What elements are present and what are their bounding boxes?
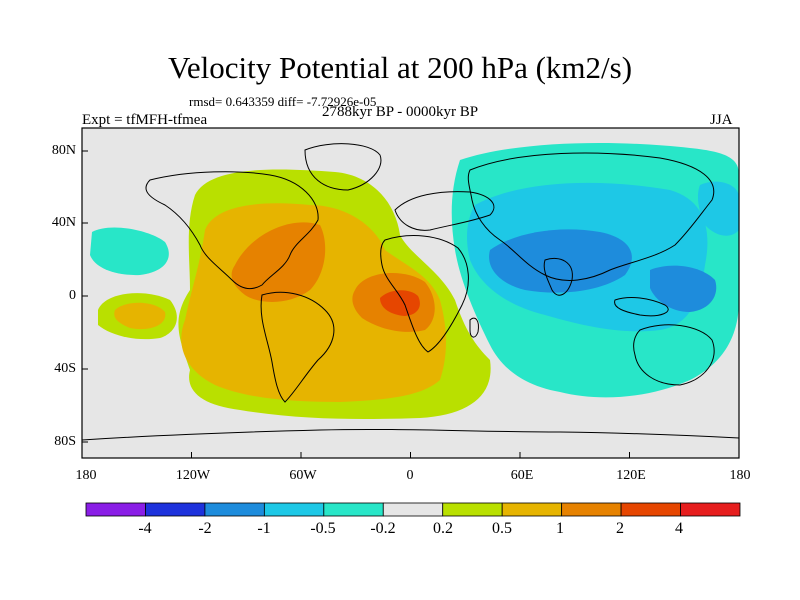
colorbar-label: -0.5 [310, 520, 336, 537]
colorbar-label: 4 [675, 520, 683, 537]
coast-australia [633, 324, 715, 386]
chart-title: Velocity Potential at 200 hPa (km2/s) [167, 50, 633, 85]
contour-negative-1-b [650, 265, 717, 312]
colorbar-label: 0.2 [433, 520, 453, 537]
x-tick-label: 120W [175, 468, 211, 483]
y-tick-label: 0 [69, 288, 76, 303]
coast-madagascar [469, 317, 479, 338]
colorbar-swatch [561, 502, 622, 517]
colorbar [85, 502, 741, 517]
contour-negative-0.5-east [697, 181, 739, 236]
y-tick-label: 80S [54, 434, 76, 449]
colorbar-swatch [204, 502, 265, 517]
colorbar-swatch [263, 502, 325, 517]
coast-indonesia [614, 297, 669, 317]
contour-positive-2 [380, 290, 420, 316]
contour-negative-0.2-west [90, 227, 169, 276]
coastlines [82, 143, 739, 441]
colorbar-label: 1 [556, 520, 564, 537]
coast-india [543, 257, 573, 296]
period-label: 2788kyr BP - 0000kyr BP [322, 104, 479, 120]
colorbar-swatch [442, 502, 503, 517]
colorbar-swatch [382, 502, 444, 517]
season-label: JJA [710, 112, 733, 128]
y-tick-label: 40N [51, 215, 76, 230]
colorbar-label: -2 [198, 520, 212, 537]
axis-ticks [81, 150, 740, 458]
colorbar-swatch [85, 502, 146, 517]
colorbar-label: -1 [257, 520, 271, 537]
coast-antarctica [82, 428, 739, 441]
colorbar-swatch [680, 502, 741, 517]
coast-south-america [260, 291, 335, 403]
contour-fill [82, 128, 739, 458]
experiment-label: Expt = tfMFH-tfmea [82, 112, 208, 128]
coast-north-america [145, 171, 319, 290]
colorbar-swatch [620, 502, 681, 517]
y-tick-label: 80N [51, 143, 76, 158]
colorbar-swatch [323, 502, 384, 517]
x-tick-label: 60E [510, 468, 534, 483]
colorbar-swatch [501, 502, 563, 517]
x-tick-label: 120E [616, 468, 646, 483]
colorbar-label: -0.2 [370, 520, 396, 537]
colorbar-label: 2 [616, 520, 624, 537]
x-tick-label: 0 [406, 468, 414, 483]
stats-text: rmsd= 0.643359 diff= -7.72926e-05 [189, 94, 377, 109]
colorbar-swatch [145, 502, 206, 517]
contour-positive-patch-west-inner [114, 302, 166, 330]
contour-negative-1 [489, 229, 632, 293]
y-tick-label: 40S [54, 361, 76, 376]
x-tick-label: 180 [729, 468, 751, 483]
contour-positive-1-a [231, 222, 326, 302]
x-tick-label: 60W [289, 468, 317, 483]
coast-greenland [304, 143, 382, 191]
coast-europe [394, 191, 495, 231]
coast-africa [380, 235, 469, 353]
coast-asia [467, 152, 715, 281]
colorbar-label: -4 [138, 520, 152, 537]
x-tick-label: 180 [75, 468, 97, 483]
colorbar-label: 0.5 [492, 520, 512, 537]
